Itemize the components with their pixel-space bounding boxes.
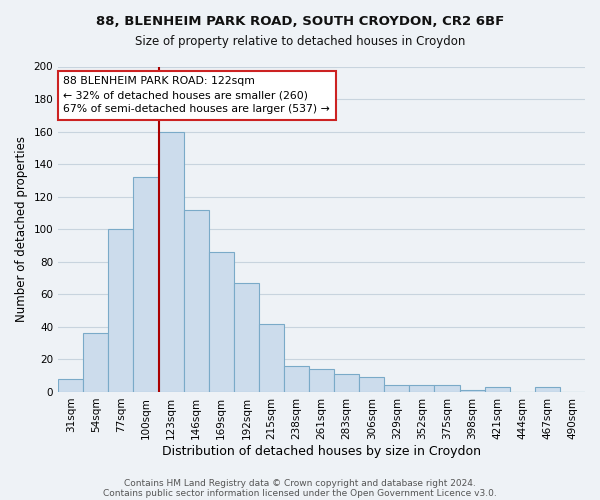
Bar bbox=[133, 177, 158, 392]
Bar bbox=[259, 324, 284, 392]
Text: Contains public sector information licensed under the Open Government Licence v3: Contains public sector information licen… bbox=[103, 488, 497, 498]
Bar bbox=[434, 386, 460, 392]
Bar bbox=[83, 334, 109, 392]
X-axis label: Distribution of detached houses by size in Croydon: Distribution of detached houses by size … bbox=[162, 444, 481, 458]
Bar bbox=[234, 283, 259, 392]
Bar bbox=[334, 374, 359, 392]
Text: Contains HM Land Registry data © Crown copyright and database right 2024.: Contains HM Land Registry data © Crown c… bbox=[124, 478, 476, 488]
Bar bbox=[409, 386, 434, 392]
Bar bbox=[284, 366, 309, 392]
Bar bbox=[309, 369, 334, 392]
Bar bbox=[158, 132, 184, 392]
Bar bbox=[535, 387, 560, 392]
Y-axis label: Number of detached properties: Number of detached properties bbox=[15, 136, 28, 322]
Bar bbox=[109, 229, 133, 392]
Bar bbox=[209, 252, 234, 392]
Text: 88, BLENHEIM PARK ROAD, SOUTH CROYDON, CR2 6BF: 88, BLENHEIM PARK ROAD, SOUTH CROYDON, C… bbox=[96, 15, 504, 28]
Text: Size of property relative to detached houses in Croydon: Size of property relative to detached ho… bbox=[135, 35, 465, 48]
Bar bbox=[485, 387, 510, 392]
Bar bbox=[359, 378, 385, 392]
Bar bbox=[58, 379, 83, 392]
Bar bbox=[184, 210, 209, 392]
Bar bbox=[460, 390, 485, 392]
Bar bbox=[385, 386, 409, 392]
Text: 88 BLENHEIM PARK ROAD: 122sqm
← 32% of detached houses are smaller (260)
67% of : 88 BLENHEIM PARK ROAD: 122sqm ← 32% of d… bbox=[64, 76, 330, 114]
